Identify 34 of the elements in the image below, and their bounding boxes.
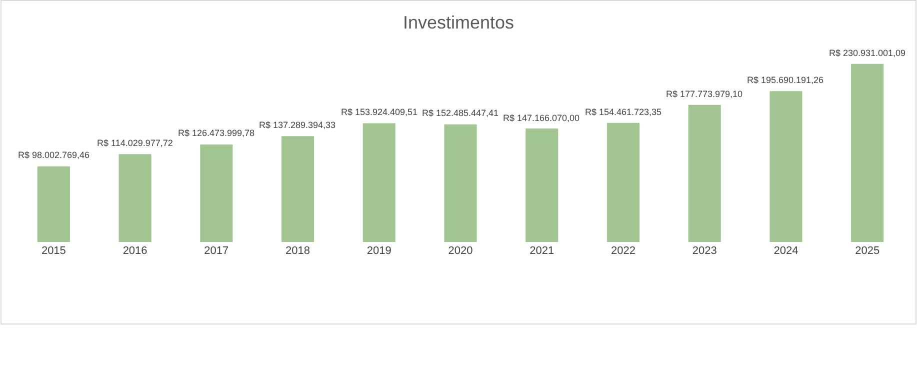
bar — [851, 64, 884, 242]
x-tick-label: 2023 — [692, 245, 717, 257]
x-tick-label: 2016 — [122, 245, 148, 257]
x-tick-label: 2019 — [366, 245, 392, 257]
bar — [526, 128, 558, 242]
bar — [362, 123, 396, 242]
x-tick-label: 2025 — [855, 245, 880, 257]
data-label: R$ 98.002.769,46 — [18, 150, 90, 160]
data-label: R$ 154.461.723,35 — [585, 107, 662, 117]
x-tick-label: 2024 — [774, 245, 798, 257]
bar — [200, 144, 233, 242]
data-label: R$ 152.485.447,41 — [422, 108, 499, 118]
bar — [444, 124, 477, 242]
bar — [37, 166, 70, 242]
x-tick-label: 2018 — [286, 245, 310, 257]
data-label: R$ 153.924.409,51 — [341, 107, 418, 117]
data-label: R$ 137.289.394,33 — [259, 120, 336, 130]
data-label: R$ 177.773.979,10 — [666, 89, 743, 99]
x-tick-label: 2017 — [204, 245, 229, 257]
data-label: R$ 230.931.001,09 — [829, 48, 906, 58]
bar — [282, 136, 314, 242]
x-tick-label: 2020 — [448, 245, 473, 257]
x-tick-label: 2021 — [530, 245, 554, 257]
bar — [770, 91, 802, 242]
x-tick-label: 2015 — [41, 245, 66, 257]
bar — [688, 104, 721, 242]
chart-title: Investimentos — [402, 12, 514, 32]
bar — [606, 122, 640, 242]
data-label: R$ 195.690.191,26 — [747, 75, 824, 85]
data-label: R$ 114.029.977,72 — [97, 138, 173, 148]
data-label: R$ 126.473.999,78 — [178, 128, 255, 138]
bar — [118, 154, 152, 242]
data-label: R$ 147.166.070,00 — [503, 113, 580, 123]
x-tick-label: 2022 — [610, 245, 636, 257]
